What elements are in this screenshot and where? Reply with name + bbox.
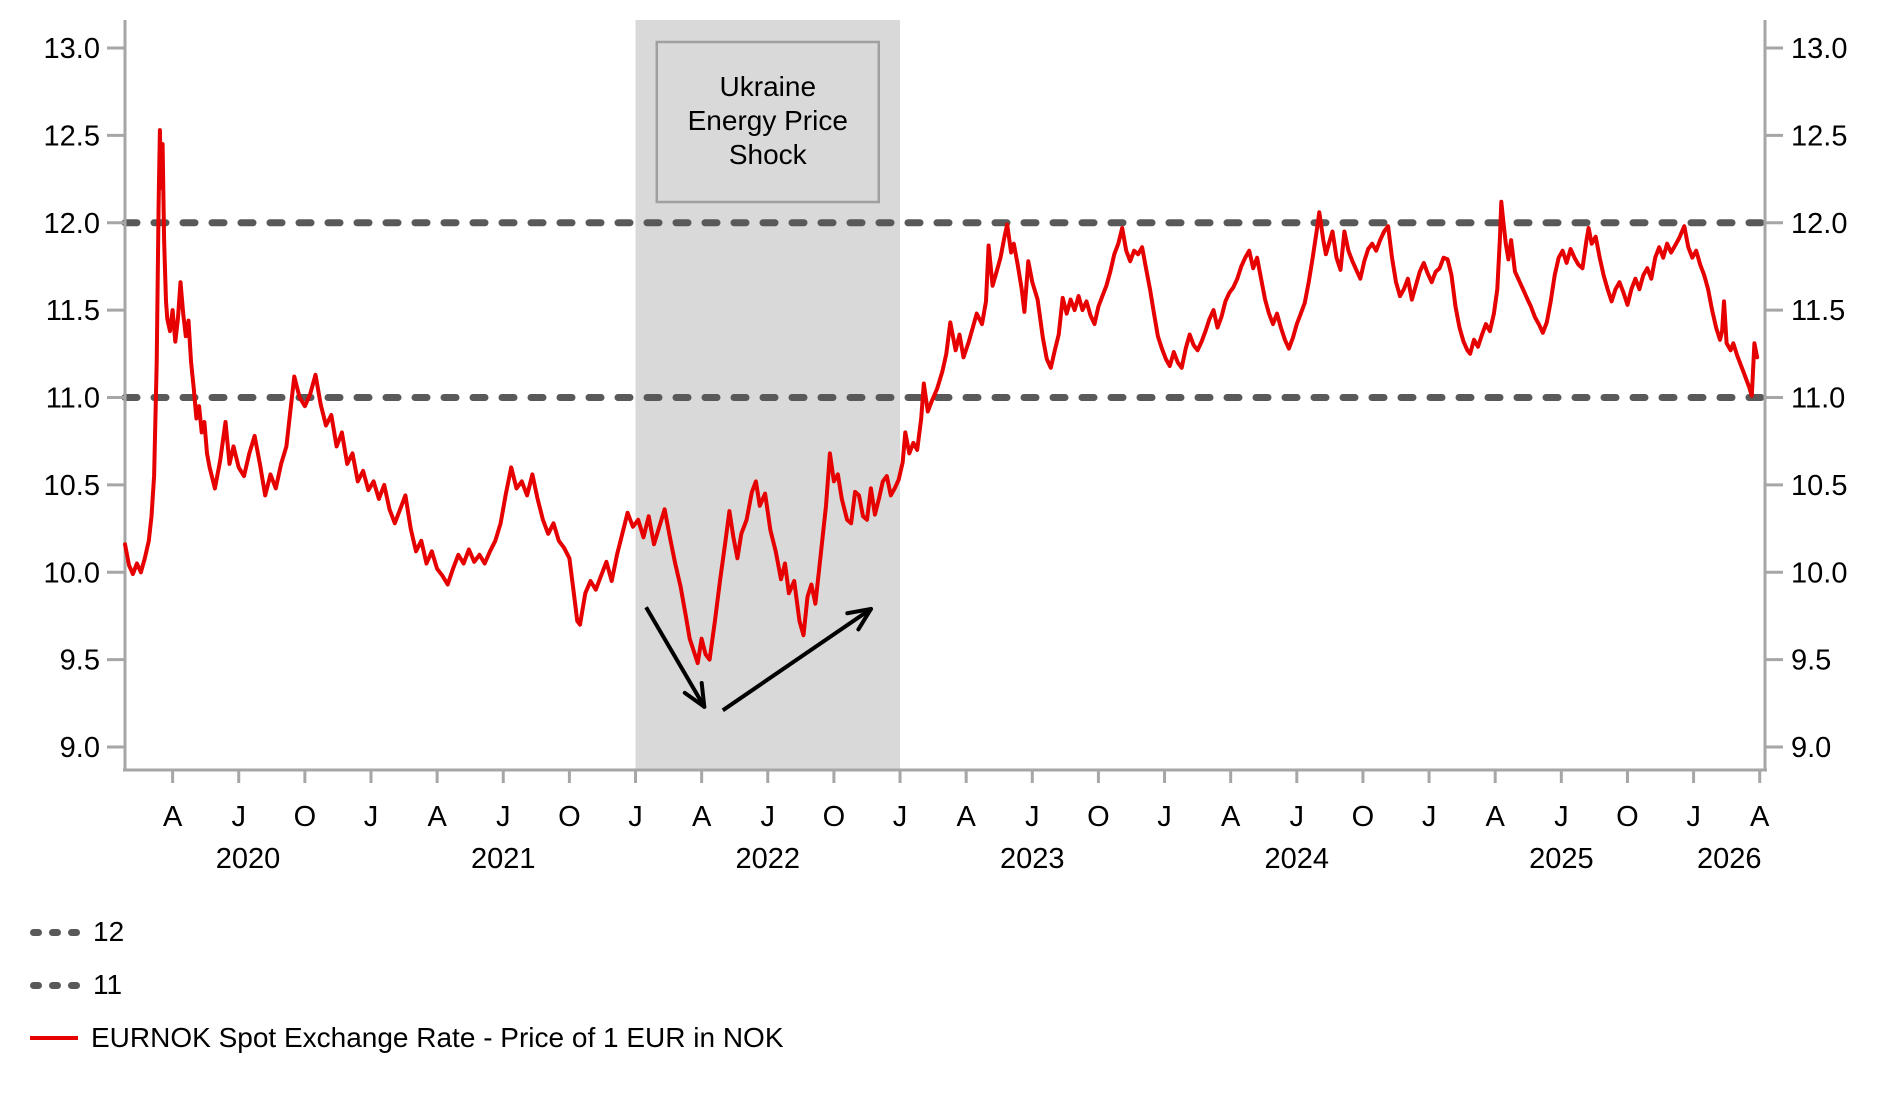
- x-tick-month-label: A: [1221, 801, 1241, 833]
- x-tick-month-label: J: [1686, 801, 1701, 833]
- x-axis-year-label: 2024: [1265, 843, 1330, 875]
- axes: [123, 20, 1767, 772]
- y-tick-label-left: 9.5: [60, 645, 100, 677]
- x-tick-month-label: J: [364, 801, 379, 833]
- eurnok-price-line: [123, 128, 1760, 666]
- y-tick-label-right: 11.5: [1791, 295, 1845, 327]
- x-tick-month-label: J: [1157, 801, 1172, 833]
- x-tick-month-label: A: [956, 801, 976, 833]
- y-tick-label-left: 13.0: [44, 33, 100, 65]
- y-tick-label-right: 9.0: [1791, 732, 1831, 764]
- arrow-shaft: [644, 606, 707, 708]
- x-tick-month-label: A: [1750, 801, 1770, 833]
- y-tick-label-right: 13.0: [1791, 33, 1847, 65]
- y-tick-label-left: 9.0: [60, 732, 100, 764]
- x-axis-ticks: A J O J A J O J A J O J A J O J A J O J A J O J A 2020 2021 2022 202…: [163, 770, 1770, 875]
- annotation-arrows: [644, 606, 873, 712]
- x-tick-month-label: O: [1087, 801, 1110, 833]
- y-axis-ticks: 9.0 9.0 9.5 9.5 10.0 10.0 10.5 10.5 11.0 11.0 11.5…: [44, 33, 1848, 764]
- x-axis-year-label: 2025: [1529, 843, 1594, 875]
- y-tick-label-right: 9.5: [1791, 645, 1831, 677]
- annotation-box-frame: [655, 40, 881, 204]
- annotation-box-text-line: Energy Price: [688, 105, 848, 136]
- arrow-head: [845, 606, 873, 616]
- x-tick-month-label: O: [558, 801, 581, 833]
- series-eurnok-line: [123, 128, 1760, 666]
- x-tick-month-label: O: [823, 801, 846, 833]
- x-tick-month-label: O: [1352, 801, 1375, 833]
- y-tick-label-right: 10.5: [1791, 470, 1847, 502]
- y-tick-label-right: 10.0: [1791, 557, 1847, 589]
- x-tick-month-label: J: [1422, 801, 1437, 833]
- annotation-box-text-line: Shock: [729, 139, 808, 170]
- x-tick-month-label: J: [628, 801, 643, 833]
- arrow-head: [699, 680, 707, 709]
- x-tick-month-label: A: [692, 801, 712, 833]
- x-tick-month-label: O: [294, 801, 317, 833]
- x-tick-month-label: O: [1616, 801, 1639, 833]
- arrow-shaft: [721, 607, 873, 712]
- x-tick-month-label: J: [893, 801, 908, 833]
- y-tick-label-left: 10.0: [44, 557, 100, 589]
- reference-lines: [121, 219, 1769, 401]
- annotation-box-text-line: Ukraine: [720, 71, 816, 102]
- x-tick-month-label: J: [1554, 801, 1569, 833]
- x-tick-month-label: A: [163, 801, 183, 833]
- x-axis-year-label: 2022: [736, 843, 801, 875]
- x-tick-month-label: J: [761, 801, 776, 833]
- x-axis-year-label: 2026: [1697, 843, 1762, 875]
- x-axis-year-label: 2020: [216, 843, 281, 875]
- x-tick-month-label: J: [496, 801, 511, 833]
- x-axis-year-label: 2021: [471, 843, 536, 875]
- x-axis-year-label: 2023: [1000, 843, 1065, 875]
- x-tick-month-label: J: [1025, 801, 1040, 833]
- x-tick-month-label: A: [427, 801, 447, 833]
- x-tick-month-label: J: [1290, 801, 1305, 833]
- x-tick-month-label: J: [231, 801, 246, 833]
- y-tick-label-left: 11.5: [46, 295, 100, 327]
- y-tick-label-left: 12.5: [44, 120, 100, 152]
- y-tick-label-right: 12.0: [1791, 208, 1847, 240]
- y-tick-label-left: 10.5: [44, 470, 100, 502]
- arrow-head: [856, 606, 873, 632]
- y-tick-label-left: 12.0: [44, 208, 100, 240]
- y-tick-label-left: 11.0: [46, 383, 100, 415]
- x-tick-month-label: A: [1486, 801, 1506, 833]
- y-tick-label-right: 11.0: [1791, 383, 1845, 415]
- y-tick-label-right: 12.5: [1791, 120, 1847, 152]
- arrow-head: [682, 690, 707, 709]
